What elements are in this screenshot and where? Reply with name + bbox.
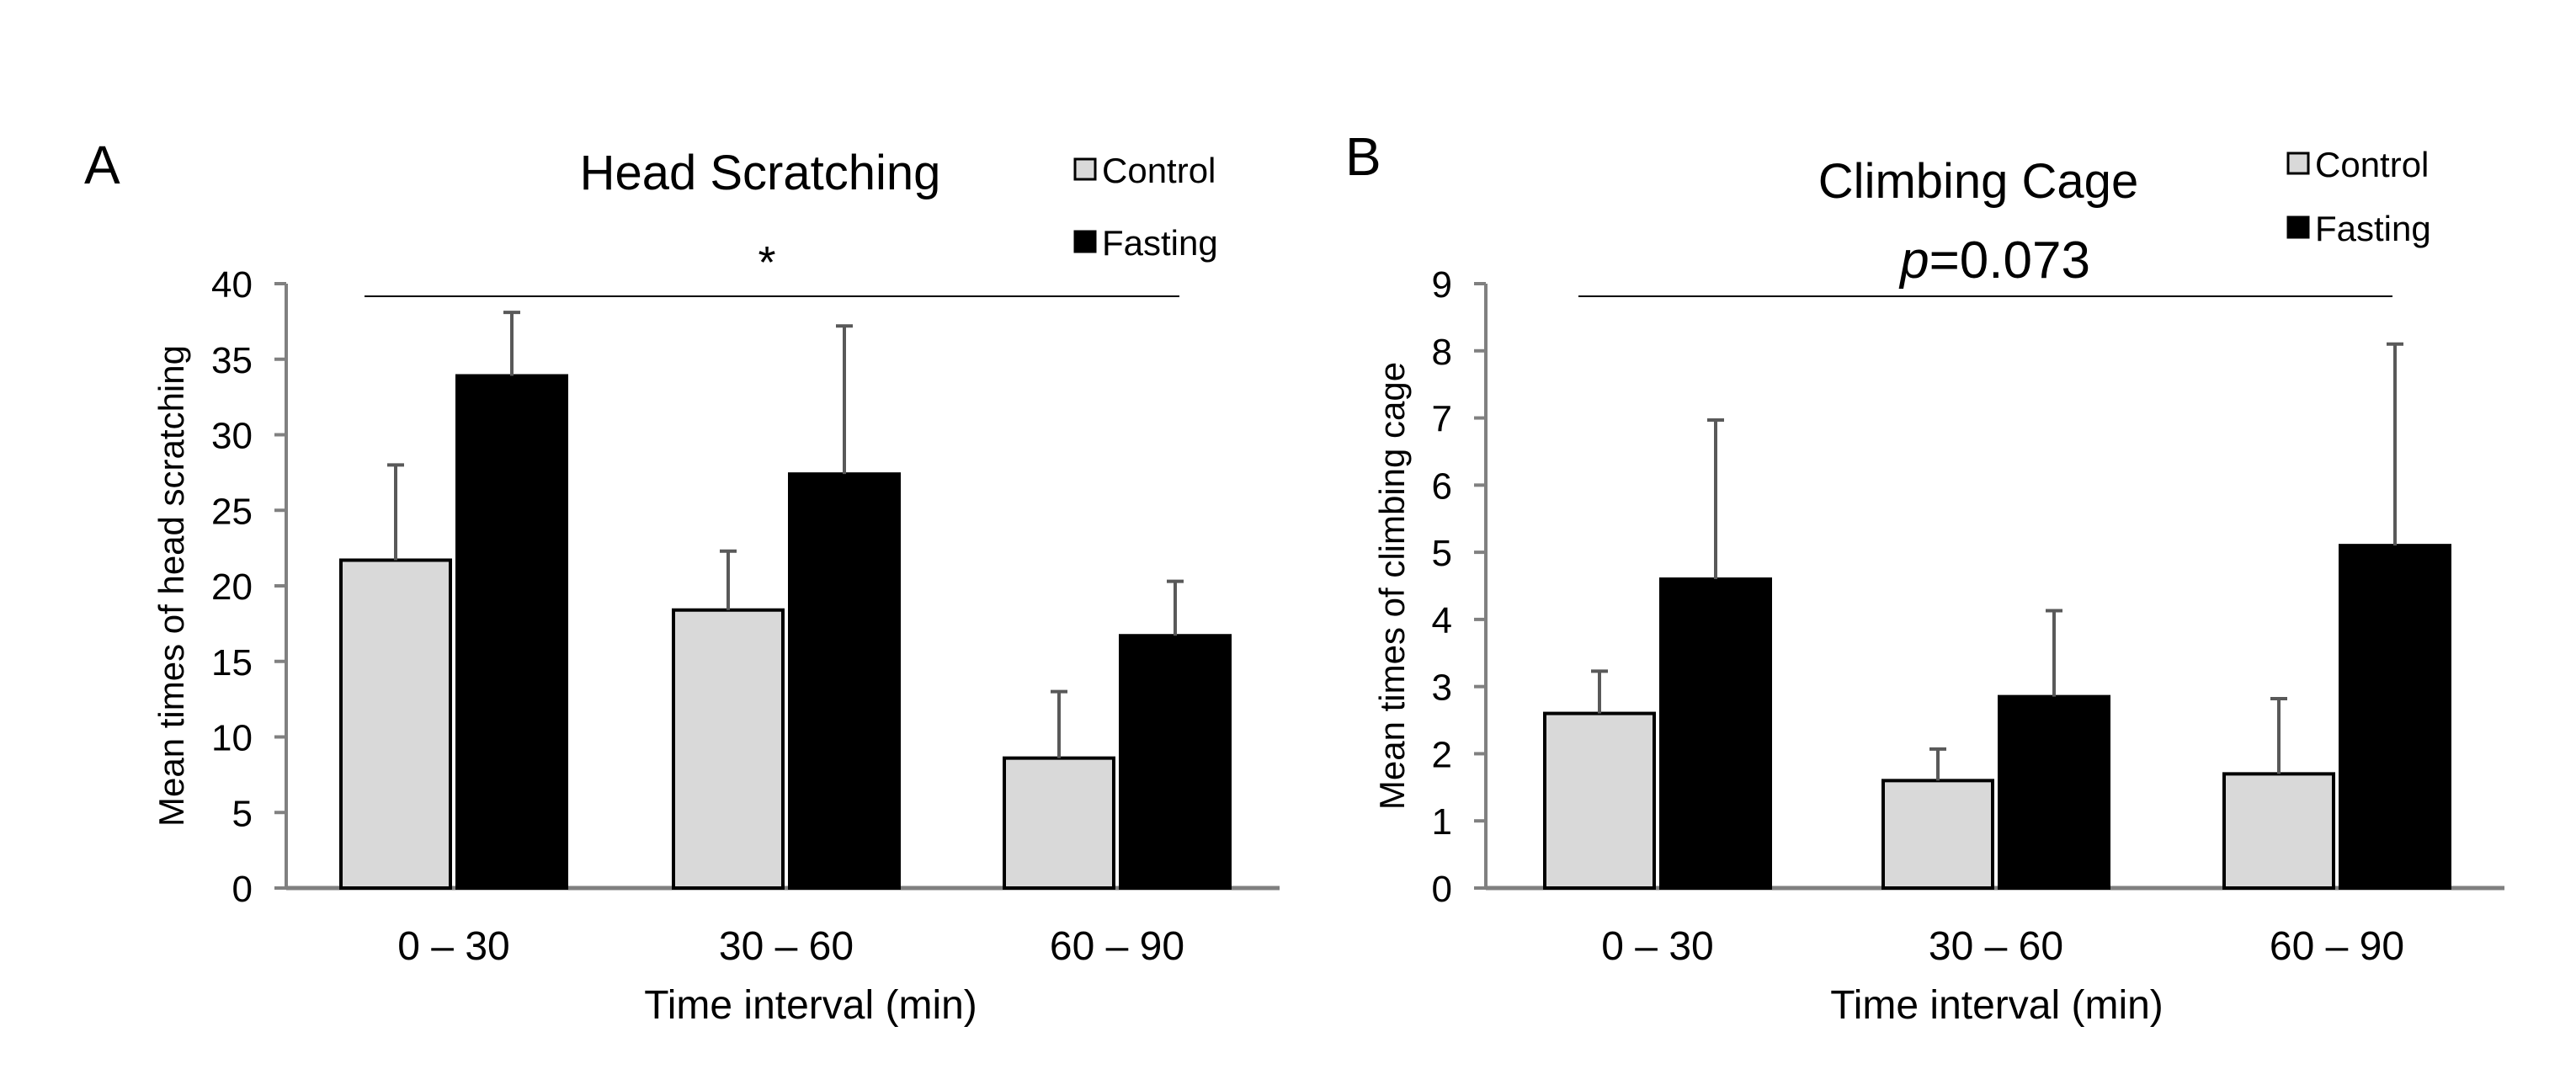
panel-a: A Head Scratching 0 5 10 15 20 25 30 35 40 Mean tim… [84, 135, 1280, 1028]
y-axis-label: Mean times of head scratching [152, 345, 191, 827]
fasting-bar [1998, 694, 2110, 891]
legend-label-control: Control [2315, 145, 2429, 184]
y-tick-label: 5 [232, 793, 253, 834]
y-tick-label: 20 [211, 566, 253, 608]
fasting-bar [455, 374, 568, 890]
legend-swatch-fasting [2286, 215, 2310, 239]
fasting-bar [1119, 634, 1232, 890]
panel-label: A [84, 135, 120, 195]
significance-label: p=0.073 [1898, 231, 2090, 290]
fasting-bar [1659, 577, 1772, 890]
legend-label-fasting: Fasting [1102, 223, 1218, 263]
y-tick-label: 8 [1432, 332, 1452, 373]
control-bar [2222, 772, 2335, 891]
y-tick-label: 9 [1432, 264, 1452, 306]
y-tick-label: 40 [211, 264, 253, 306]
y-tick-label: 10 [211, 718, 253, 759]
legend-label-control: Control [1102, 151, 1216, 190]
chart-title: Head Scratching [580, 146, 941, 200]
x-axis-label: Time interval (min) [1830, 983, 2164, 1028]
y-tick-label: 0 [1432, 869, 1452, 910]
control-bar [339, 558, 452, 890]
y-axis-label: Mean times of climbing cage [1372, 362, 1412, 810]
x-tick-label: 30 – 60 [719, 924, 854, 969]
legend-swatch-control [1073, 157, 1097, 181]
p-value: =0.073 [1929, 231, 2090, 290]
y-tick-label: 6 [1432, 465, 1452, 507]
y-tick-label: 30 [211, 416, 253, 457]
x-tick-label: 60 – 90 [2270, 924, 2404, 969]
panel-b: B Climbing Cage 0 1 2 3 4 5 6 7 8 9 Mean times of cl… [1345, 126, 2504, 1028]
x-tick-label: 60 – 90 [1050, 924, 1184, 969]
y-tick-label: 2 [1432, 734, 1452, 775]
y-tick-label: 5 [1432, 533, 1452, 574]
fasting-bar [2339, 544, 2451, 891]
p-symbol: p [1898, 231, 1929, 290]
x-tick-label: 0 – 30 [397, 924, 509, 969]
y-tick-label: 35 [211, 340, 253, 381]
y-tick-label: 15 [211, 642, 253, 683]
y-tick-label: 3 [1432, 667, 1452, 709]
x-tick-label: 30 – 60 [1929, 924, 2063, 969]
legend-swatch-fasting [1073, 230, 1097, 253]
control-bar [1003, 756, 1115, 890]
significance-label: * [758, 237, 775, 288]
y-tick-label: 7 [1432, 399, 1452, 440]
control-bar [1543, 711, 1656, 890]
y-tick-label: 4 [1432, 600, 1452, 641]
y-tick-label: 1 [1432, 801, 1452, 843]
legend-label-fasting: Fasting [2315, 209, 2431, 248]
panel-label: B [1345, 126, 1381, 187]
y-tick-label: 0 [232, 869, 253, 910]
legend-swatch-control [2286, 152, 2310, 175]
y-tick-label: 25 [211, 491, 253, 532]
fasting-bar [788, 472, 901, 890]
x-axis-label: Time interval (min) [644, 983, 977, 1028]
control-bar [1881, 779, 1994, 890]
control-bar [672, 608, 785, 890]
x-tick-label: 0 – 30 [1601, 924, 1713, 969]
chart-title: Climbing Cage [1818, 154, 2138, 209]
